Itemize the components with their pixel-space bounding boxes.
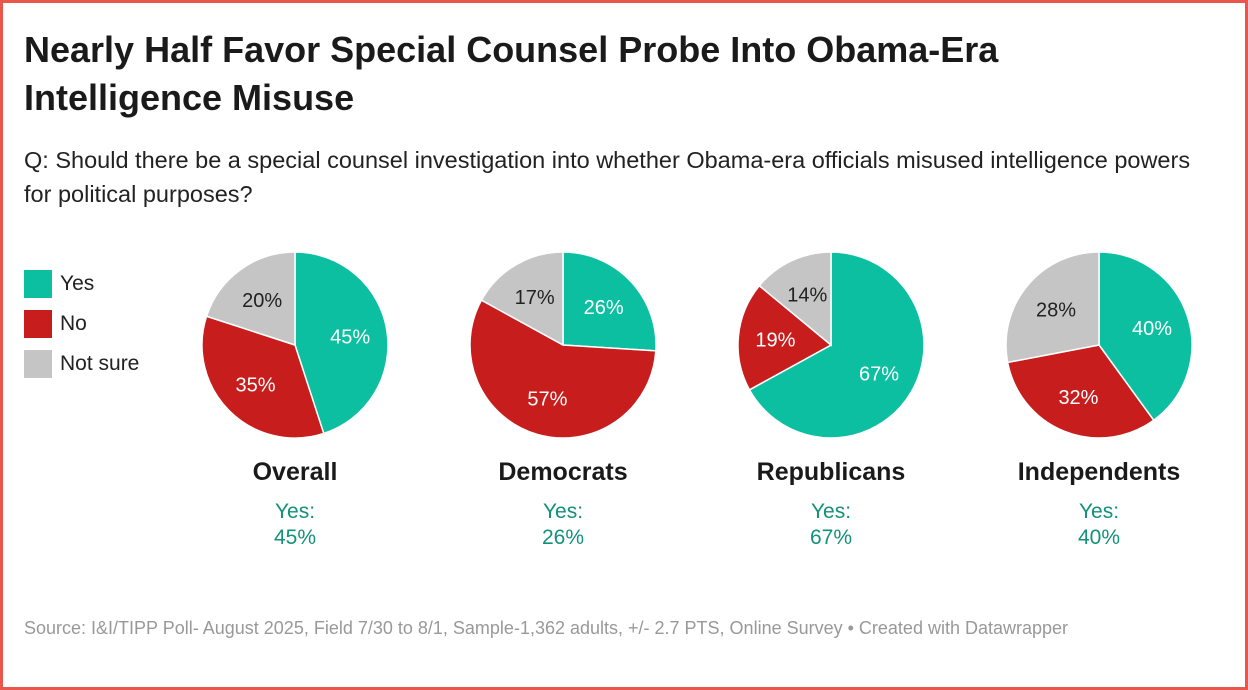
legend: Yes No Not sure	[24, 264, 139, 384]
yes-label: Yes:	[274, 500, 316, 523]
legend-item-yes: Yes	[24, 264, 139, 304]
group-name: Democrats	[498, 458, 628, 486]
pie-slice-yes	[748, 251, 925, 439]
yes-label: Yes:	[1078, 500, 1120, 523]
yes-label: Yes:	[810, 500, 852, 523]
yes-value: 40%	[1077, 526, 1121, 549]
pie-slice-no	[1006, 344, 1155, 439]
pie-slice-yes	[294, 251, 389, 435]
slice-label-no: 35%	[236, 374, 276, 396]
panel-democrats-label: Democrats Yes: 26%	[433, 458, 693, 551]
pie-slice-not-sure	[480, 251, 564, 347]
pie-slice-no	[201, 315, 325, 439]
slice-label-yes: 45%	[330, 326, 370, 348]
pie-slice-yes	[562, 251, 657, 352]
chart-title: Nearly Half Favor Special Counsel Probe …	[24, 29, 999, 118]
pie-slice-no	[737, 284, 833, 391]
slice-label-no: 57%	[527, 389, 567, 411]
group-name: Overall	[252, 458, 338, 486]
pie-slice-not-sure	[758, 251, 832, 347]
yes-value: 45%	[273, 526, 317, 549]
legend-swatch	[24, 310, 52, 338]
group-name: Republicans	[756, 458, 906, 486]
pie-slice-not-sure	[205, 251, 296, 347]
legend-swatch	[24, 350, 52, 378]
slice-label-no: 19%	[755, 330, 795, 352]
legend-label: Yes	[60, 272, 95, 295]
legend-item-not-sure: Not sure	[24, 344, 139, 384]
panel-republicans-label: Republicans Yes: 67%	[701, 458, 961, 551]
yes-label: Yes:	[542, 500, 584, 523]
panel-independents-label: Independents Yes: 40%	[969, 458, 1229, 551]
legend-item-no: No	[24, 304, 139, 344]
legend-label: Not sure	[60, 352, 140, 375]
yes-value: 26%	[541, 526, 585, 549]
legend-label: No	[60, 312, 87, 335]
slice-label-yes: 26%	[584, 297, 624, 319]
chart-subtitle: Q: Should there be a special counsel inv…	[24, 147, 1191, 207]
slice-label-not-sure: 17%	[515, 287, 555, 309]
legend-swatch	[24, 270, 52, 298]
source-note: Source: I&I/TIPP Poll- August 2025, Fiel…	[24, 618, 1069, 638]
panel-overall-label: Overall Yes: 45%	[165, 458, 425, 551]
slice-label-yes: 40%	[1132, 318, 1172, 340]
slice-label-yes: 67%	[859, 363, 899, 385]
slice-label-no: 32%	[1058, 387, 1098, 409]
slice-label-not-sure: 28%	[1036, 299, 1076, 321]
slice-label-not-sure: 14%	[787, 285, 827, 307]
group-name: Independents	[1017, 458, 1181, 486]
pie-slice-no	[469, 299, 657, 439]
pie-slice-not-sure	[1005, 251, 1100, 364]
yes-value: 67%	[809, 526, 853, 549]
slice-label-not-sure: 20%	[242, 290, 282, 312]
pie-slice-yes	[1098, 251, 1193, 422]
